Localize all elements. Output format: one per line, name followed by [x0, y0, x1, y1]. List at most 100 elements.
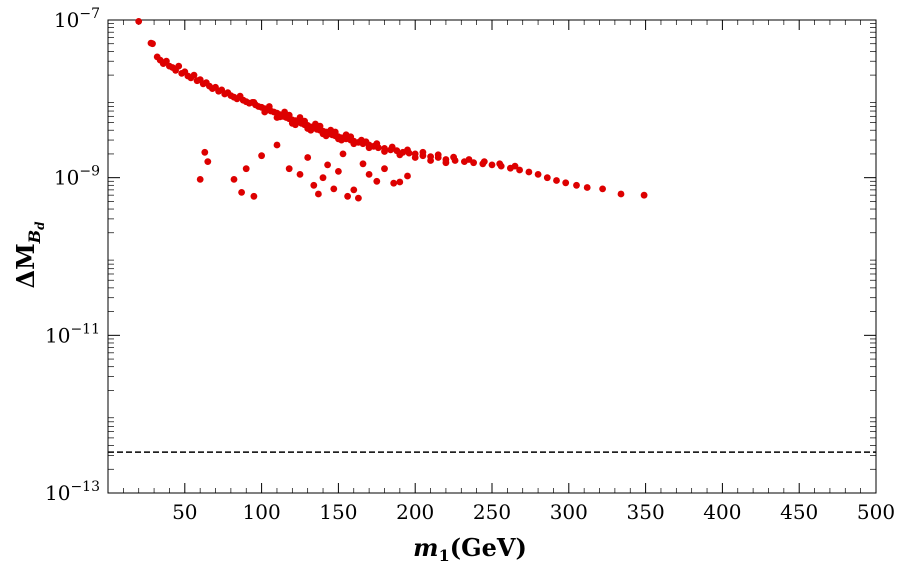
data-point	[365, 171, 373, 178]
data-point	[319, 174, 327, 182]
data-point	[242, 165, 250, 173]
x-tick-label: 450	[780, 500, 818, 524]
y-tick-exp: −7	[79, 6, 100, 22]
data-point	[296, 114, 304, 121]
data-point	[373, 177, 381, 185]
data-point	[285, 111, 293, 119]
y-tick-label: 10−9	[54, 164, 100, 190]
data-point	[465, 156, 473, 163]
y-axis-title-sub: B	[25, 230, 44, 245]
data-point	[190, 71, 198, 79]
y-tick-base: 10	[54, 166, 79, 190]
data-point	[411, 154, 419, 161]
x-tick-label: 200	[396, 500, 434, 524]
data-point	[450, 153, 457, 161]
data-point	[480, 158, 488, 166]
data-point	[307, 126, 315, 134]
data-point	[175, 62, 183, 70]
data-point	[543, 174, 551, 182]
data-point	[265, 103, 273, 110]
data-point	[404, 146, 411, 154]
data-point	[135, 18, 143, 25]
data-point	[396, 151, 404, 159]
data-point	[338, 136, 345, 144]
data-point	[292, 121, 299, 129]
x-axis-title-unit: (GeV)	[450, 533, 527, 562]
data-point	[362, 138, 370, 146]
data-point	[640, 191, 648, 199]
data-point	[285, 165, 293, 173]
data-point	[617, 190, 625, 198]
data-point	[296, 171, 304, 178]
data-point	[339, 150, 347, 158]
data-point	[238, 189, 246, 196]
y-tick-exp: −13	[70, 479, 100, 495]
data-point	[250, 192, 258, 200]
data-point	[390, 179, 398, 187]
data-point	[381, 165, 388, 173]
data-point	[365, 144, 373, 152]
y-tick-base: 10	[54, 8, 79, 32]
x-tick-label: 250	[473, 500, 511, 524]
data-point	[573, 181, 580, 189]
data-point	[511, 162, 519, 170]
data-point	[196, 176, 204, 183]
y-tick-exp: −9	[79, 164, 100, 180]
data-point	[350, 186, 358, 194]
x-tick-label: 400	[703, 500, 741, 524]
data-point	[534, 171, 542, 178]
data-point	[388, 143, 396, 151]
data-point	[261, 108, 269, 116]
data-point	[350, 140, 358, 148]
data-point	[347, 133, 355, 141]
data-point	[355, 194, 362, 202]
data-point	[273, 141, 281, 149]
data-point	[396, 178, 404, 186]
x-axis-title: m1(GeV)	[413, 533, 527, 565]
data-point	[324, 161, 331, 169]
x-tick-label: 500	[857, 500, 895, 524]
data-point	[335, 168, 342, 175]
x-axis-title-sub: 1	[439, 546, 450, 565]
data-point	[322, 132, 330, 140]
y-tick-base: 10	[45, 323, 70, 347]
data-point	[250, 99, 258, 106]
data-point	[304, 154, 312, 161]
data-point	[488, 161, 496, 169]
data-point	[315, 190, 322, 198]
x-axis-title-main: m	[413, 533, 438, 562]
data-point	[562, 179, 570, 187]
x-tick-label: 300	[550, 500, 588, 524]
data-point	[373, 140, 381, 148]
data-point	[381, 148, 388, 155]
data-point	[404, 172, 411, 180]
y-tick-label: 10−13	[45, 479, 100, 505]
y-axis-title-main: ΔM	[11, 243, 40, 288]
data-point	[344, 192, 351, 200]
y-tick-base: 10	[45, 481, 70, 505]
data-point	[230, 176, 238, 183]
data-point	[525, 168, 533, 176]
data-point	[427, 157, 434, 164]
data-point	[599, 185, 606, 193]
data-point	[434, 151, 442, 159]
x-tick-label: 50	[172, 500, 197, 524]
data-point	[553, 177, 560, 184]
data-point	[149, 40, 156, 48]
data-point	[330, 185, 338, 193]
x-axis: 50 100 150 200 250 300 350 400 450 500	[123, 20, 895, 524]
data-points	[135, 18, 648, 202]
x-tick-label: 150	[319, 500, 357, 524]
data-point	[310, 181, 318, 189]
y-tick-label: 10−11	[45, 321, 100, 347]
data-point	[201, 148, 209, 156]
y-axis-title: ΔMBd	[11, 221, 47, 289]
data-point	[301, 117, 308, 125]
data-point	[276, 113, 284, 121]
data-point	[442, 159, 450, 167]
y-tick-exp: −11	[70, 321, 100, 337]
y-tick-label: 10−7	[54, 6, 100, 32]
data-point	[316, 122, 324, 130]
